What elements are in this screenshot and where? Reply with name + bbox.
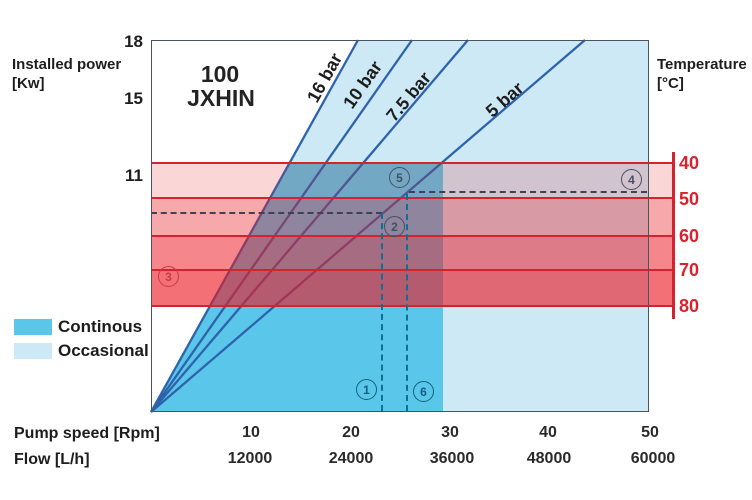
marker-1: 1 [356, 379, 377, 400]
flow-tick-48000: 48000 [526, 450, 572, 467]
power-axis-label: Installed power [Kw] [12, 56, 121, 94]
pump-speed-axis-label: Pump speed [Rpm] [14, 425, 160, 442]
legend-item-occasional: Occasional [14, 341, 149, 361]
marker-2: 2 [384, 216, 405, 237]
temp-tick-70: 70 [679, 260, 700, 280]
rpm-tick-30: 30 [441, 424, 459, 441]
marker-4: 4 [621, 169, 642, 190]
flow-tick-12000: 12000 [227, 450, 273, 467]
temp-line-40 [151, 162, 674, 164]
guide-dash-vertical-23rpm [381, 213, 383, 411]
temperature-axis-label-line2: [°C] [657, 74, 684, 92]
occasional-swatch [14, 343, 52, 359]
pressure-line-7-5bar [150, 39, 469, 413]
continous-swatch [14, 319, 52, 335]
rpm-tick-20: 20 [342, 424, 360, 441]
temp-band-50-60 [151, 198, 674, 236]
power-tick-11: 11 [125, 166, 143, 185]
legend-item-continous: Continous [14, 317, 142, 337]
temperature-axis-line [672, 152, 675, 319]
continous-label: Continous [58, 317, 143, 336]
guide-dash-horizontal-9kw [151, 212, 382, 214]
marker-3: 3 [158, 266, 179, 287]
power-axis-label-line2: [Kw] [12, 74, 45, 92]
chart-title-line1: 100 [200, 61, 240, 87]
temp-line-50 [151, 197, 674, 199]
rpm-tick-40: 40 [539, 424, 557, 441]
temp-tick-50: 50 [679, 189, 700, 209]
temp-band-70-80 [151, 270, 674, 306]
temperature-axis-label-line1: Temperature [657, 56, 747, 73]
pressure-line-16bar [149, 39, 360, 413]
flow-axis-label: Flow [L/h] [14, 451, 90, 468]
temp-tick-60: 60 [679, 226, 700, 246]
pressure-line-10bar [150, 39, 413, 413]
pressure-line-5bar [150, 39, 586, 413]
chart-title-line2: JXHIN [187, 85, 255, 111]
flow-tick-36000: 36000 [429, 450, 475, 467]
temperature-axis-label: Temperature [°C] [657, 56, 747, 94]
rpm-tick-50: 50 [641, 424, 659, 441]
power-tick-15: 15 [124, 89, 143, 108]
temp-line-60 [151, 235, 674, 237]
rpm-tick-10: 10 [242, 424, 260, 441]
power-axis-label-line1: Installed power [12, 56, 122, 73]
occasional-label: Occasional [58, 341, 149, 360]
temp-tick-80: 80 [679, 296, 700, 316]
flow-tick-60000: 60000 [630, 450, 676, 467]
temp-tick-40: 40 [679, 153, 700, 173]
marker-6: 6 [413, 381, 434, 402]
temp-line-70 [151, 269, 674, 271]
temp-line-80 [151, 305, 674, 307]
guide-dash-vertical-26rpm [406, 194, 408, 411]
marker-5: 5 [389, 167, 410, 188]
guide-dash-horizontal-48c [409, 191, 647, 193]
flow-tick-24000: 24000 [328, 450, 374, 467]
power-tick-18: 18 [124, 32, 143, 51]
temp-band-60-70 [151, 236, 674, 270]
